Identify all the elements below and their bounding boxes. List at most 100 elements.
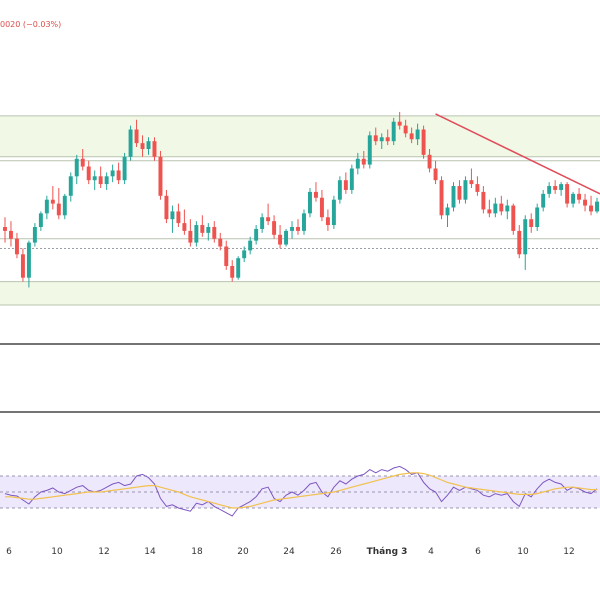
candle[interactable] xyxy=(230,260,235,282)
candle[interactable] xyxy=(547,182,552,198)
candle[interactable] xyxy=(206,223,211,241)
candle[interactable] xyxy=(8,221,13,247)
candle[interactable] xyxy=(361,150,366,169)
candle[interactable] xyxy=(254,225,259,245)
candle[interactable] xyxy=(337,176,342,204)
candle[interactable] xyxy=(529,213,534,233)
candle[interactable] xyxy=(176,203,181,227)
candle[interactable] xyxy=(194,221,199,247)
candle[interactable] xyxy=(284,228,289,247)
candle[interactable] xyxy=(278,225,283,249)
candle[interactable] xyxy=(307,188,312,218)
candle[interactable] xyxy=(242,246,247,263)
candle[interactable] xyxy=(421,125,426,159)
candle[interactable] xyxy=(110,164,115,183)
candle[interactable] xyxy=(302,209,306,235)
candle[interactable] xyxy=(427,149,432,173)
candle[interactable] xyxy=(367,131,372,169)
candle[interactable] xyxy=(224,240,229,270)
candle[interactable] xyxy=(248,236,253,255)
candle[interactable] xyxy=(26,240,31,288)
candle[interactable] xyxy=(385,129,390,146)
candle[interactable] xyxy=(415,123,420,146)
candle[interactable] xyxy=(493,197,498,218)
candle[interactable] xyxy=(158,150,163,200)
candle[interactable] xyxy=(98,166,103,188)
candle[interactable] xyxy=(170,205,175,233)
candle[interactable] xyxy=(439,176,444,220)
candle[interactable] xyxy=(397,111,402,130)
candle[interactable] xyxy=(14,232,19,259)
candle[interactable] xyxy=(134,119,139,148)
candle[interactable] xyxy=(391,117,396,146)
candle[interactable] xyxy=(74,154,79,185)
candle[interactable] xyxy=(164,189,169,224)
candle[interactable] xyxy=(200,215,205,237)
candle[interactable] xyxy=(583,193,588,212)
candle[interactable] xyxy=(272,215,277,239)
candle[interactable] xyxy=(44,195,49,220)
candle[interactable] xyxy=(343,172,348,194)
rsi-moving-average[interactable] xyxy=(5,472,597,509)
candle[interactable] xyxy=(409,127,414,144)
candle[interactable] xyxy=(445,203,450,227)
candle[interactable] xyxy=(535,203,540,231)
candle[interactable] xyxy=(38,211,43,231)
candle[interactable] xyxy=(523,215,528,270)
candle[interactable] xyxy=(92,170,97,190)
candle[interactable] xyxy=(20,248,25,282)
candle[interactable] xyxy=(595,197,599,214)
candle[interactable] xyxy=(122,152,127,185)
candle[interactable] xyxy=(62,193,67,220)
candle[interactable] xyxy=(50,186,55,210)
candle[interactable] xyxy=(260,213,265,233)
rsi-line[interactable] xyxy=(4,465,598,517)
candle[interactable] xyxy=(182,209,187,235)
candle[interactable] xyxy=(218,232,223,251)
candle[interactable] xyxy=(481,186,486,214)
candle[interactable] xyxy=(56,188,61,220)
candle[interactable] xyxy=(403,119,408,138)
candle[interactable] xyxy=(349,164,354,194)
candle[interactable] xyxy=(451,182,456,212)
candle[interactable] xyxy=(373,127,378,146)
candle[interactable] xyxy=(116,162,121,185)
candle[interactable] xyxy=(469,168,474,189)
candle[interactable] xyxy=(104,172,109,190)
candle[interactable] xyxy=(457,180,462,204)
candle[interactable] xyxy=(266,203,271,226)
candle[interactable] xyxy=(146,137,151,155)
candle[interactable] xyxy=(290,221,295,239)
candle[interactable] xyxy=(319,189,324,222)
candle[interactable] xyxy=(511,203,516,235)
candle[interactable] xyxy=(505,199,510,220)
candle[interactable] xyxy=(541,189,546,212)
candle[interactable] xyxy=(571,191,576,208)
candle[interactable] xyxy=(517,225,522,259)
candle[interactable] xyxy=(140,135,145,157)
candle[interactable] xyxy=(463,176,468,204)
candle[interactable] xyxy=(559,182,564,196)
candle[interactable] xyxy=(212,221,217,243)
candle[interactable] xyxy=(188,219,193,247)
candle[interactable] xyxy=(128,125,133,161)
candle[interactable] xyxy=(565,182,570,208)
candle[interactable] xyxy=(236,256,241,280)
candle[interactable] xyxy=(475,176,480,196)
candle[interactable] xyxy=(553,180,558,194)
trendline[interactable] xyxy=(435,113,600,195)
candle[interactable] xyxy=(152,137,157,161)
candle[interactable] xyxy=(577,188,582,204)
candle[interactable] xyxy=(86,160,91,185)
candle[interactable] xyxy=(325,209,330,231)
candle[interactable] xyxy=(379,133,384,149)
candle[interactable] xyxy=(296,219,300,235)
candle[interactable] xyxy=(355,152,360,175)
candle[interactable] xyxy=(313,182,318,202)
candle[interactable] xyxy=(487,199,492,218)
candle[interactable] xyxy=(589,195,594,216)
candle[interactable] xyxy=(32,223,37,247)
candle[interactable] xyxy=(331,195,336,229)
candle[interactable] xyxy=(433,160,438,185)
candle[interactable] xyxy=(3,217,7,243)
